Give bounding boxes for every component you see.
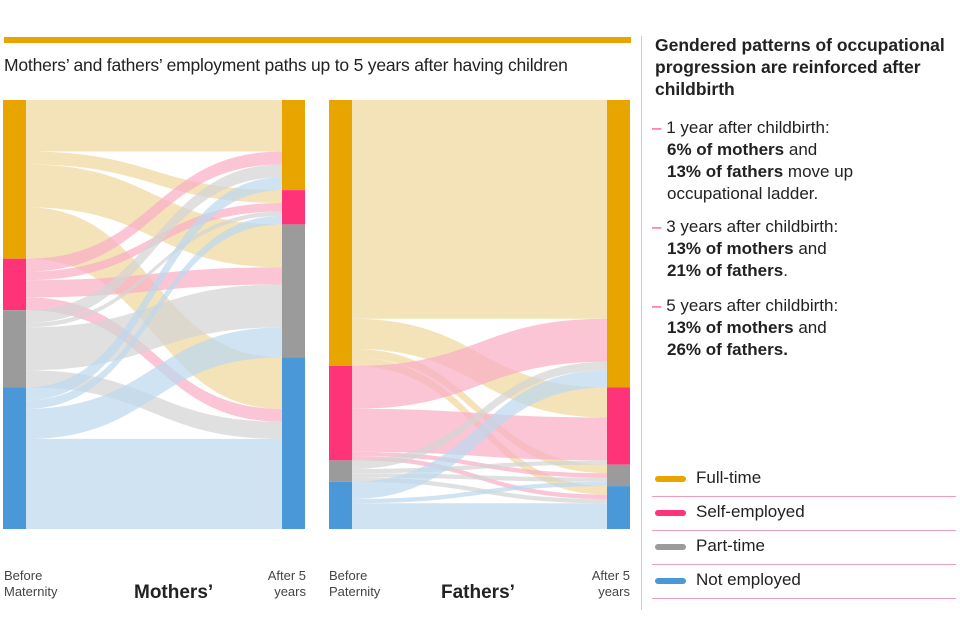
note-mothers-value: 13% of mothers bbox=[667, 318, 794, 337]
legend-swatch bbox=[655, 544, 686, 550]
mothers--flow-full-time-to-full-time bbox=[26, 100, 282, 152]
note-and: and bbox=[793, 239, 827, 258]
note-when: 1 year after childbirth: bbox=[666, 118, 830, 137]
note-tail: move up bbox=[783, 162, 854, 181]
mothers--flow-self-employed-to-full-time bbox=[26, 151, 282, 272]
fathers--before-self-employed-bar bbox=[329, 365, 352, 461]
note-dash: – bbox=[652, 217, 662, 236]
note-mothers-value: 6% of mothers bbox=[667, 140, 785, 159]
fathers--flow-not-employed-to-full-time bbox=[352, 370, 607, 499]
fathers-right-label: After 5 years bbox=[591, 568, 630, 599]
note-when: 3 years after childbirth: bbox=[666, 217, 839, 236]
fathers--before-not-employed-bar bbox=[329, 481, 352, 529]
mothers-left-label: Before Maternity bbox=[4, 568, 58, 599]
mothers--flow-part-time-to-part-time bbox=[26, 284, 282, 371]
mothers-right-label: After 5 years bbox=[267, 568, 306, 599]
legend-item-selfemployed: Self-employed bbox=[652, 496, 956, 531]
note-mothers-value: 13% of mothers bbox=[667, 239, 794, 258]
note-3-years: – 3 years after childbirth: 13% of mothe… bbox=[652, 216, 952, 282]
legend-label: Part-time bbox=[696, 536, 765, 555]
mothers-panel-title: Mothers’ bbox=[134, 582, 214, 603]
fathers--flow-not-employed-to-part-time bbox=[352, 481, 607, 504]
note-5-years: – 5 years after childbirth: 13% of mothe… bbox=[652, 295, 952, 361]
mothers--after-part-time-bar bbox=[282, 224, 305, 358]
legend-label: Not employed bbox=[696, 570, 801, 589]
note-dash: – bbox=[652, 118, 662, 137]
mothers--after-full-time-bar bbox=[282, 100, 305, 191]
legend-item-fulltime: Full-time bbox=[652, 462, 956, 497]
mothers--after-self-employed-bar bbox=[282, 190, 305, 225]
mothers--flow-not-employed-to-not-employed bbox=[26, 438, 282, 529]
legend-item-parttime: Part-time bbox=[652, 530, 956, 565]
mothers--before-part-time-bar bbox=[3, 310, 26, 388]
note-fathers-value: 13% of fathers bbox=[667, 162, 784, 181]
note-fathers-value: 26% of fathers. bbox=[667, 340, 788, 359]
fathers-panel-title: Fathers’ bbox=[441, 582, 515, 603]
vertical-divider bbox=[641, 36, 642, 610]
mothers--before-full-time-bar bbox=[3, 100, 26, 259]
mothers--flow-part-time-to-self-employed bbox=[26, 211, 282, 328]
note-1-year: – 1 year after childbirth: 6% of mothers… bbox=[652, 117, 952, 205]
legend-swatch bbox=[655, 476, 686, 482]
legend-item-notemployed: Not employed bbox=[652, 564, 956, 599]
mothers--before-not-employed-bar bbox=[3, 387, 26, 529]
mothers--flow-not-employed-to-full-time bbox=[26, 177, 282, 401]
note-and: and bbox=[793, 318, 827, 337]
mothers--flow-part-time-to-full-time bbox=[26, 164, 282, 324]
note-when: 5 years after childbirth: bbox=[666, 296, 839, 315]
legend-swatch bbox=[655, 578, 686, 584]
note-tail: . bbox=[783, 261, 788, 280]
fathers--flow-full-time-to-full-time bbox=[352, 100, 607, 319]
legend-swatch bbox=[655, 510, 686, 516]
fathers--after-full-time-bar bbox=[607, 100, 630, 388]
fathers--before-full-time-bar bbox=[329, 100, 352, 366]
fathers--flow-not-employed-to-not-employed bbox=[352, 503, 607, 529]
chart-title: Mothers’ and fathers’ employment paths u… bbox=[4, 55, 568, 75]
mothers--flow-not-employed-to-self-employed bbox=[26, 215, 282, 409]
fathers--flow-part-time-to-full-time bbox=[352, 361, 607, 469]
fathers--after-self-employed-bar bbox=[607, 387, 630, 465]
legend-label: Self-employed bbox=[696, 502, 805, 521]
mothers--flow-self-employed-to-not-employed bbox=[26, 297, 282, 422]
sidebar-heading: Gendered patterns of occupational progre… bbox=[655, 35, 945, 99]
sankey-charts bbox=[3, 100, 630, 529]
note-and: and bbox=[784, 140, 818, 159]
fathers--flow-self-employed-to-full-time bbox=[352, 318, 607, 409]
mothers--flow-not-employed-to-part-time bbox=[26, 327, 282, 439]
fathers-left-label: Before Paternity bbox=[329, 568, 381, 599]
legend-label: Full-time bbox=[696, 468, 762, 487]
note-outcome: occupational ladder. bbox=[667, 184, 819, 203]
mothers--after-not-employed-bar bbox=[282, 357, 305, 529]
fathers--after-part-time-bar bbox=[607, 464, 630, 487]
note-fathers-value: 21% of fathers bbox=[667, 261, 784, 280]
mothers--before-self-employed-bar bbox=[3, 258, 26, 311]
fathers--after-not-employed-bar bbox=[607, 486, 630, 529]
title-accent-bar bbox=[4, 37, 631, 43]
note-dash: – bbox=[652, 296, 662, 315]
fathers--before-part-time-bar bbox=[329, 460, 352, 482]
